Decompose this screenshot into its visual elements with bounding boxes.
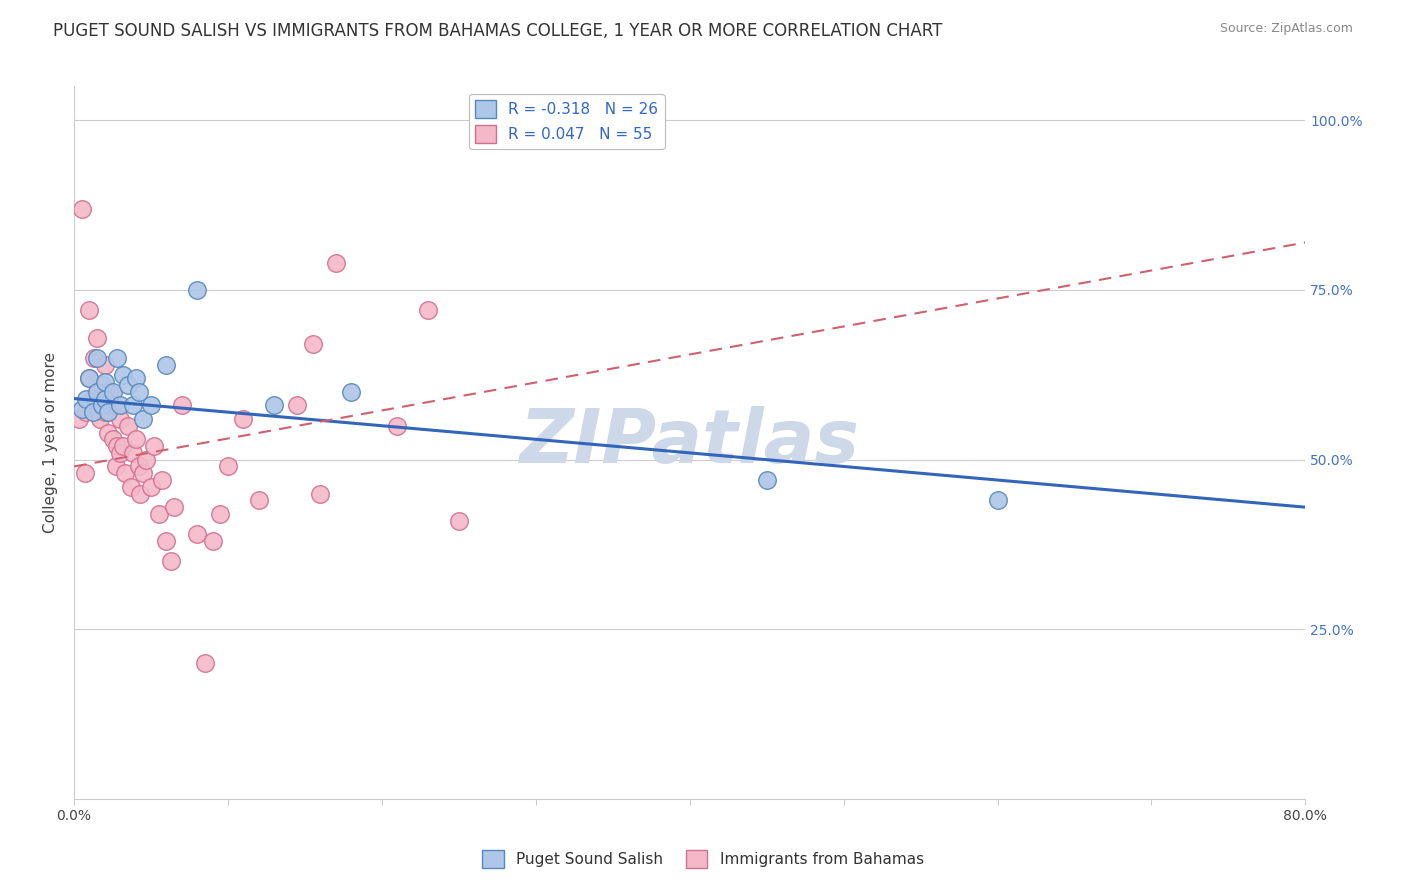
Point [160,554,183,568]
Point [89,412,111,426]
Point [150,473,173,487]
Point [139,480,162,494]
Point [90,378,112,392]
Point [94,375,117,389]
Point [112,368,135,382]
Point [120,480,142,494]
Point [101,433,124,447]
Point [247,493,270,508]
Point [170,398,193,412]
Point [148,507,170,521]
Point [105,351,128,365]
Point [70,202,93,216]
Point [155,358,177,372]
Point [104,459,127,474]
Point [110,398,132,412]
Point [110,412,132,426]
Point [73,467,96,481]
Point [94,392,117,406]
Point [83,351,105,365]
Point [121,446,143,460]
Point [90,398,112,412]
Point [755,473,778,487]
Point [67,412,90,426]
Text: Source: ZipAtlas.com: Source: ZipAtlas.com [1219,22,1353,36]
Point [94,358,117,372]
Legend: R = -0.318   N = 26, R = 0.047   N = 55: R = -0.318 N = 26, R = 0.047 N = 55 [468,94,665,149]
Point [110,446,132,460]
Text: PUGET SOUND SALISH VS IMMIGRANTS FROM BAHAMAS COLLEGE, 1 YEAR OR MORE CORRELATIO: PUGET SOUND SALISH VS IMMIGRANTS FROM BA… [53,22,943,40]
Point [70,401,93,416]
Point [128,384,150,399]
Point [90,398,112,412]
Point [101,384,124,399]
Point [232,412,254,426]
Point [194,657,217,671]
Legend: Puget Sound Salish, Immigrants from Bahamas: Puget Sound Salish, Immigrants from Baha… [477,844,929,873]
Point [128,459,150,474]
Point [82,392,104,406]
Point [75,392,97,406]
Point [186,283,208,297]
Point [79,303,101,318]
Point [301,337,323,351]
Point [97,425,120,440]
Point [79,371,101,385]
Point [201,534,224,549]
Point [97,405,120,419]
Point [112,439,135,453]
Point [86,384,108,399]
Point [209,507,232,521]
Point [82,405,104,419]
Point [121,398,143,412]
Point [124,433,146,447]
Point [132,467,155,481]
Point [75,405,97,419]
Point [105,439,128,453]
Point [155,534,177,549]
Point [86,330,108,344]
Point [117,378,139,392]
Point [98,384,121,399]
Point [387,418,409,433]
Point [129,486,152,500]
Point [163,500,186,515]
Point [416,303,439,318]
Text: ZIPatlas: ZIPatlas [520,406,859,479]
Point [139,398,162,412]
Point [94,405,117,419]
Point [325,256,347,270]
Point [132,412,155,426]
Point [86,384,108,399]
Point [117,418,139,433]
Point [86,351,108,365]
Point [79,371,101,385]
Point [285,398,308,412]
Point [263,398,285,412]
Point [309,486,332,500]
Point [987,493,1010,508]
Point [217,459,239,474]
Y-axis label: College, 1 year or more: College, 1 year or more [44,352,58,533]
Point [114,467,136,481]
Point [340,384,363,399]
Point [135,452,157,467]
Point [143,439,166,453]
Point [101,398,124,412]
Point [124,371,146,385]
Point [186,527,208,541]
Point [447,514,470,528]
